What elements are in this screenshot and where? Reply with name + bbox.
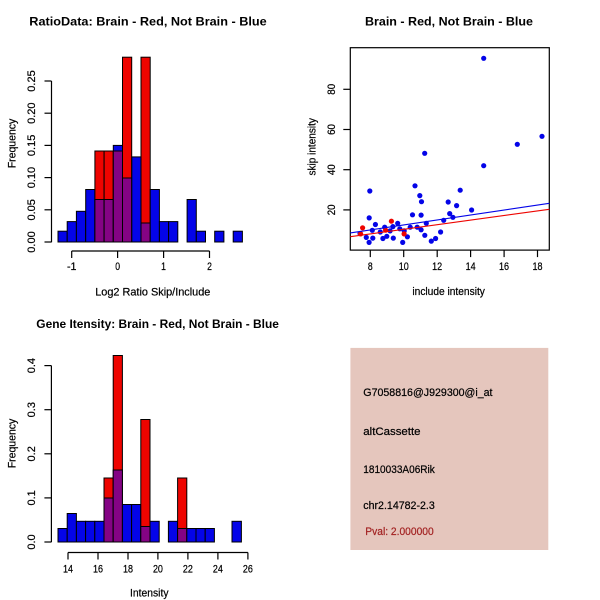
svg-text:16: 16 — [499, 261, 509, 273]
svg-text:22: 22 — [183, 564, 193, 576]
svg-text:24: 24 — [213, 564, 223, 576]
svg-text:0.15: 0.15 — [26, 135, 38, 156]
svg-text:0.00: 0.00 — [26, 231, 38, 252]
svg-text:Pval: 2.000000: Pval: 2.000000 — [365, 526, 433, 538]
svg-text:1: 1 — [161, 261, 166, 273]
svg-text:20: 20 — [326, 205, 338, 216]
svg-text:chr2.14782-2.3: chr2.14782-2.3 — [363, 500, 435, 512]
svg-text:0.2: 0.2 — [26, 446, 38, 461]
svg-text:Intensity: Intensity — [130, 587, 169, 599]
svg-text:16: 16 — [93, 564, 103, 576]
svg-text:80: 80 — [326, 84, 338, 95]
svg-text:0.25: 0.25 — [26, 70, 38, 91]
svg-text:-1: -1 — [67, 261, 77, 273]
svg-text:8: 8 — [368, 261, 373, 273]
svg-text:0.05: 0.05 — [26, 199, 38, 220]
svg-text:40: 40 — [326, 164, 338, 175]
svg-text:Brain - Red, Not Brain - Blue: Brain - Red, Not Brain - Blue — [365, 15, 533, 29]
svg-text:60: 60 — [326, 124, 338, 135]
svg-text:18: 18 — [123, 564, 133, 576]
svg-text:1810033A06Rik: 1810033A06Rik — [363, 464, 435, 476]
svg-text:18: 18 — [533, 261, 543, 273]
svg-text:0.4: 0.4 — [26, 358, 38, 373]
svg-text:0.3: 0.3 — [26, 402, 38, 417]
svg-text:skip intensity: skip intensity — [307, 118, 319, 176]
svg-text:0.1: 0.1 — [26, 490, 38, 505]
svg-text:Frequency: Frequency — [7, 118, 19, 168]
svg-text:Gene Itensity: Brain - Red, No: Gene Itensity: Brain - Red, Not Brain - … — [36, 317, 279, 331]
svg-text:0.20: 0.20 — [26, 102, 38, 123]
svg-text:RatioData: Brain - Red, Not Br: RatioData: Brain - Red, Not Brain - Blue — [29, 15, 267, 29]
svg-text:Log2 Ratio Skip/Include: Log2 Ratio Skip/Include — [95, 287, 210, 299]
svg-text:10: 10 — [399, 261, 409, 273]
svg-text:0.0: 0.0 — [26, 534, 38, 549]
svg-text:20: 20 — [153, 564, 163, 576]
svg-text:14: 14 — [63, 564, 73, 576]
svg-text:Frequency: Frequency — [7, 418, 19, 468]
svg-text:0.10: 0.10 — [26, 167, 38, 188]
svg-text:26: 26 — [243, 564, 253, 576]
svg-text:G7058816@J929300@i_at: G7058816@J929300@i_at — [363, 387, 493, 399]
svg-text:2: 2 — [207, 261, 212, 273]
svg-text:0: 0 — [115, 261, 120, 273]
svg-text:include intensity: include intensity — [412, 286, 485, 298]
svg-text:12: 12 — [432, 261, 442, 273]
svg-text:14: 14 — [466, 261, 476, 273]
svg-text:altCassette: altCassette — [363, 426, 420, 438]
